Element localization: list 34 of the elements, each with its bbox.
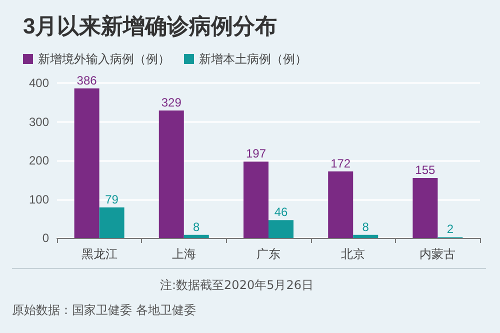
bar (268, 220, 294, 238)
x-tick-label: 广东 (256, 247, 280, 261)
data-label: 8 (362, 220, 370, 234)
legend-label: 新增境外输入病例（例） (38, 52, 170, 66)
text: 原始数据：国家卫健委 各地卫健委 (12, 302, 196, 319)
x-tick-label: 黑龙江 (81, 247, 118, 261)
bar (353, 234, 378, 238)
data-label: 386 (76, 73, 98, 88)
y-tick-label: 400 (28, 76, 50, 90)
data-label: 197 (246, 146, 266, 161)
data-label: 46 (274, 205, 288, 220)
data-label: 79 (105, 192, 119, 206)
data-label: 8 (193, 220, 200, 234)
x-tick-label: 内蒙古 (420, 247, 456, 261)
x-tick-label: 上海 (172, 247, 196, 261)
x-tick-label: 北京 (341, 247, 366, 261)
data-label: 172 (330, 156, 351, 170)
bar (412, 178, 438, 238)
legend-label: 新增本土病例（例） (199, 52, 307, 66)
y-tick-label: 200 (28, 154, 50, 168)
bar (244, 162, 268, 238)
bar (328, 171, 354, 238)
chart-title: 3月以来新增确诊病例分布 (23, 14, 278, 38)
bar (184, 234, 209, 238)
data-label: 2 (446, 222, 454, 236)
data-label: 155 (415, 162, 436, 177)
bar (74, 88, 100, 238)
bar (158, 110, 184, 238)
y-tick-label: 0 (42, 231, 50, 245)
data-label: 329 (161, 96, 182, 110)
y-tick-label: 300 (28, 114, 50, 129)
y-tick-label: 100 (28, 192, 50, 206)
text: 注:数据截至2020年5月26日 (160, 277, 314, 294)
bar (99, 207, 124, 238)
